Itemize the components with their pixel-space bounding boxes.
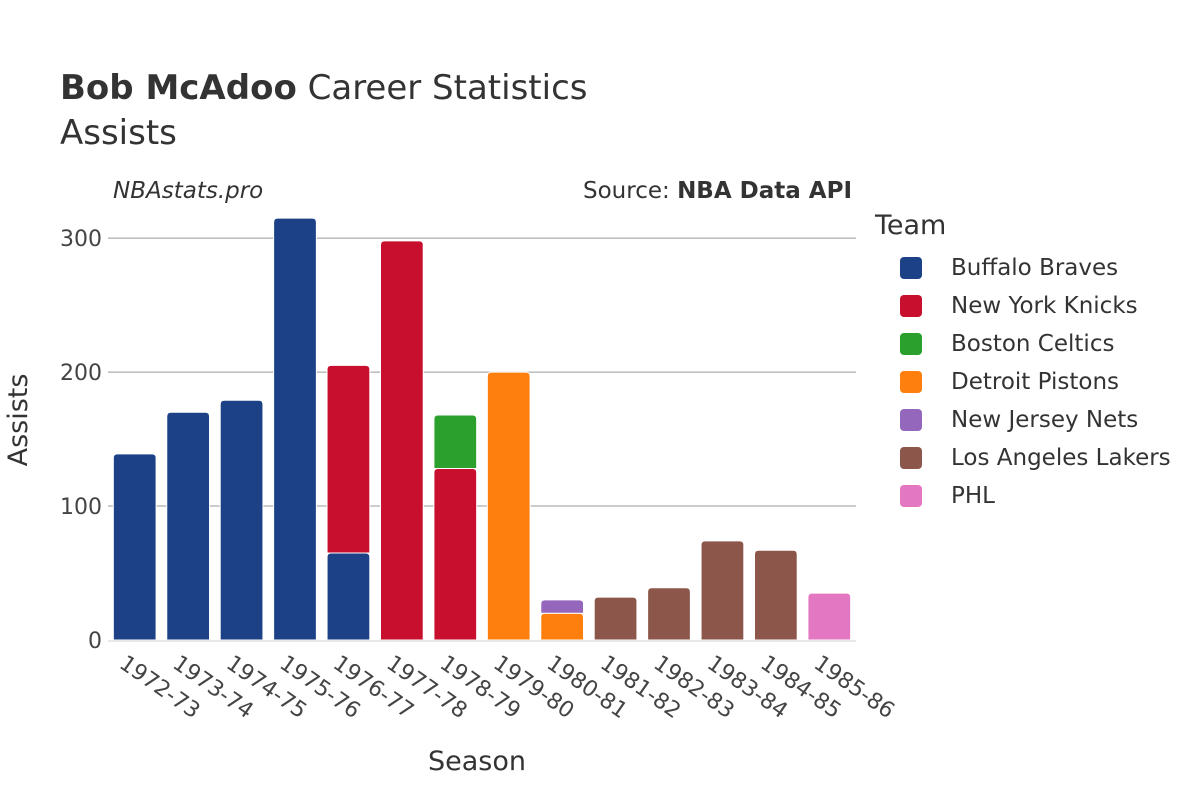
legend-swatch bbox=[900, 447, 922, 469]
legend-swatch bbox=[900, 485, 922, 507]
source-name: NBA Data API bbox=[677, 178, 852, 204]
legend-label: Los Angeles Lakers bbox=[951, 445, 1171, 471]
bar-segment[interactable] bbox=[540, 612, 585, 641]
legend-item-los-angeles-lakers[interactable]: Los Angeles Lakers bbox=[875, 439, 1171, 477]
bar-segment[interactable] bbox=[166, 411, 211, 641]
bar-segment[interactable] bbox=[379, 240, 424, 641]
bar-segment[interactable] bbox=[433, 468, 478, 641]
bar-segment[interactable] bbox=[807, 592, 852, 641]
bar-segment[interactable] bbox=[486, 371, 531, 641]
chart-title-bold: Bob McAdoo bbox=[60, 68, 297, 108]
legend-title: Team bbox=[875, 210, 947, 241]
legend-label: New Jersey Nets bbox=[951, 407, 1139, 433]
legend-item-new-jersey-nets[interactable]: New Jersey Nets bbox=[875, 401, 1171, 439]
bar-segment[interactable] bbox=[112, 453, 157, 641]
legend-label: PHL bbox=[951, 483, 995, 509]
y-tick-label: 0 bbox=[88, 629, 102, 654]
legend-swatch bbox=[900, 371, 922, 393]
y-tick-label: 300 bbox=[60, 227, 102, 252]
y-tick-label: 200 bbox=[60, 361, 102, 386]
bar-segment[interactable] bbox=[326, 552, 371, 641]
bar-segment[interactable] bbox=[540, 599, 585, 614]
bar-segment[interactable] bbox=[753, 549, 798, 641]
watermark: NBAstats.pro bbox=[113, 178, 264, 204]
source-credit: Source: NBA Data API bbox=[583, 178, 852, 204]
legend-swatch bbox=[900, 333, 922, 355]
chart-subtitle: Assists bbox=[60, 113, 177, 153]
legend: Team Buffalo Braves New York Knicks Bost… bbox=[875, 210, 1171, 515]
y-axis-title: Assists bbox=[3, 374, 34, 467]
chart-title-rest: Career Statistics bbox=[307, 68, 588, 108]
y-tick-label: 100 bbox=[60, 495, 102, 520]
x-axis-title: Season bbox=[428, 746, 526, 777]
legend-label: New York Knicks bbox=[951, 293, 1138, 319]
chart-title: Bob McAdoo Career Statistics bbox=[60, 68, 587, 108]
legend-label: Boston Celtics bbox=[951, 331, 1115, 357]
legend-item-boston-celtics[interactable]: Boston Celtics bbox=[875, 325, 1171, 363]
legend-label: Detroit Pistons bbox=[951, 369, 1120, 395]
source-prefix: Source: bbox=[583, 178, 678, 204]
legend-swatch bbox=[900, 295, 922, 317]
legend-label: Buffalo Braves bbox=[951, 255, 1119, 281]
bar-segment[interactable] bbox=[647, 587, 691, 641]
bar-segment[interactable] bbox=[593, 596, 638, 641]
bar-segment[interactable] bbox=[219, 399, 264, 641]
legend-swatch bbox=[900, 257, 922, 279]
legend-item-detroit-pistons[interactable]: Detroit Pistons bbox=[875, 363, 1171, 401]
legend-item-buffalo-braves[interactable]: Buffalo Braves bbox=[875, 249, 1171, 287]
bar-segment[interactable] bbox=[326, 364, 371, 554]
bar-segment[interactable] bbox=[700, 540, 745, 641]
bar-segment[interactable] bbox=[273, 217, 317, 641]
bar-segment[interactable] bbox=[433, 414, 478, 470]
legend-swatch bbox=[900, 409, 922, 431]
legend-item-phl[interactable]: PHL bbox=[875, 477, 1171, 515]
legend-item-new-york-knicks[interactable]: New York Knicks bbox=[875, 287, 1171, 325]
